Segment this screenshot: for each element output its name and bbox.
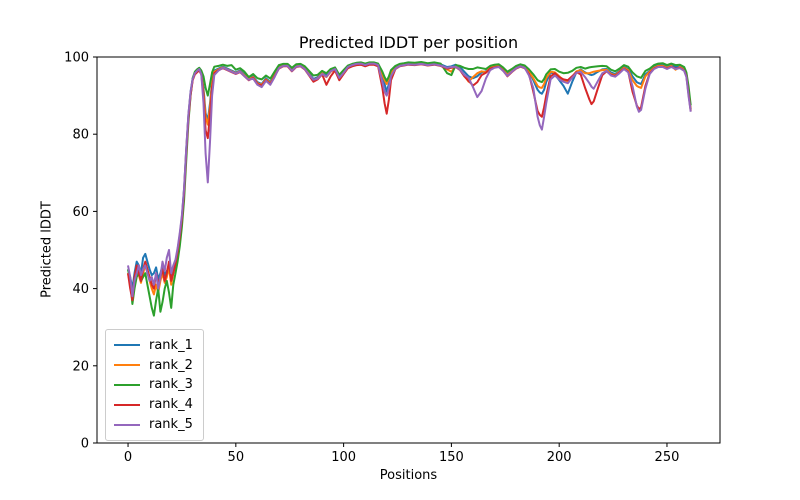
legend-line-swatch-rank_4	[114, 403, 140, 406]
x-axis-label: Positions	[379, 468, 438, 483]
chart-title: Predicted lDDT per position	[298, 33, 519, 52]
legend-label: rank_2	[149, 357, 193, 373]
y-axis-label: Predicted lDDT	[39, 201, 55, 298]
x-tick-label: 100	[331, 450, 356, 465]
x-tick-label: 250	[655, 450, 680, 465]
legend-line-swatch-rank_5	[114, 423, 140, 426]
legend-item-rank_2: rank_2	[114, 358, 195, 373]
y-tick-label: 40	[72, 282, 89, 297]
y-tick-label: 60	[72, 205, 89, 220]
legend-line-swatch-rank_3	[114, 383, 140, 386]
y-tick-label: 0	[81, 437, 89, 452]
legend-item-rank_4: rank_4	[114, 397, 195, 412]
x-tick-label: 200	[547, 450, 572, 465]
axes-spines	[96, 56, 721, 444]
legend-line-swatch-rank_2	[114, 364, 140, 367]
y-tick-label: 80	[72, 128, 89, 143]
y-tick-label: 20	[72, 359, 89, 374]
series-line-rank_5	[127, 62, 692, 298]
x-tick-label: 150	[439, 450, 464, 465]
legend-label: rank_4	[149, 397, 193, 413]
legend-label: rank_3	[149, 377, 193, 393]
x-tick-label: 0	[124, 450, 132, 465]
legend: rank_1 rank_2 rank_3 rank_4 rank_5	[105, 329, 204, 441]
legend-item-rank_3: rank_3	[114, 377, 195, 392]
x-tick-label: 50	[228, 450, 245, 465]
legend-label: rank_5	[149, 417, 193, 433]
legend-item-rank_1: rank_1	[114, 338, 195, 353]
y-tick-label: 100	[64, 51, 89, 66]
legend-line-swatch-rank_1	[114, 344, 140, 347]
legend-item-rank_5: rank_5	[114, 417, 195, 432]
legend-label: rank_1	[149, 337, 193, 353]
